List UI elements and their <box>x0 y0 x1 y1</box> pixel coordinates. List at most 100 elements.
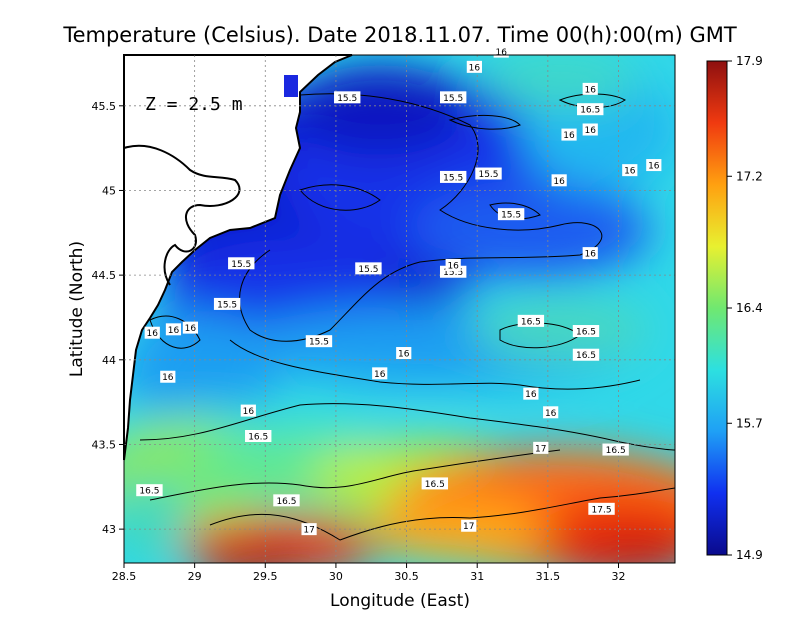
contour-label-text: 16.5 <box>580 106 600 116</box>
contour-label-text: 16 <box>553 177 565 187</box>
contour-label-bg <box>577 103 604 116</box>
contour-label: 15.5 <box>213 297 241 310</box>
contour-label-bg <box>245 430 272 442</box>
x-tick-label: 28.5 <box>112 570 137 583</box>
contour-label-text: 16.5 <box>139 487 159 497</box>
contour-label: 16 <box>165 323 182 336</box>
contour-label: 16.5 <box>421 477 449 490</box>
colorbar-tick-label: 14.9 <box>736 548 763 562</box>
contour-label-text: 16.5 <box>521 317 541 327</box>
contour-label-text: 16 <box>147 329 159 339</box>
contour-label-bg <box>301 523 317 536</box>
contour-label-text: 16 <box>398 350 410 360</box>
contour-label: 15.5 <box>305 335 333 348</box>
contour-label-bg <box>240 404 256 417</box>
contour-label-text: 17.5 <box>592 505 612 515</box>
contour-label-bg <box>334 91 361 104</box>
contour-label: 15.5 <box>334 91 361 104</box>
contour-labels: 15.5 15.5 15.5 15.5 15.5 15.5 15.5 15.5 15.5 15.5… <box>136 45 662 536</box>
contour-label-text: 15.5 <box>443 268 463 278</box>
contour-label-text: 16 <box>585 126 597 136</box>
contour-label: 16 <box>646 159 662 172</box>
x-tick-label: 30.5 <box>394 570 419 583</box>
contour-label: 16 <box>160 370 176 383</box>
contour-label-text: 16 <box>585 250 597 260</box>
contour-label: 16.5 <box>577 103 604 116</box>
colorbar-tick-label: 17.9 <box>736 54 763 68</box>
contour-label-text: 16.5 <box>576 328 596 338</box>
contour-label: 17 <box>461 519 477 532</box>
depth-label: Z = 2.5 m <box>145 94 243 115</box>
contour-label-text: 16.5 <box>248 433 268 443</box>
contour-label-text: 16 <box>168 326 180 336</box>
y-tick-label: 43.5 <box>92 438 117 451</box>
contour-label-bg <box>523 387 539 400</box>
contour-label-text: 15.5 <box>217 300 237 310</box>
contour-label-bg <box>572 348 600 361</box>
contour-label-bg <box>475 167 502 180</box>
contour-label-bg <box>273 494 300 507</box>
contour-label: 16.5 <box>572 348 600 361</box>
contour-label-bg <box>421 477 449 490</box>
contour-label-text: 16.5 <box>606 446 626 456</box>
contour-label-bg <box>144 326 160 339</box>
contour-label: 16 <box>543 406 559 419</box>
x-tick-label: 29 <box>188 570 202 583</box>
x-axis: 28.5 29 29.5 30 30.5 31 31.5 32 <box>112 563 625 583</box>
colorbar-ticks: 14.9 15.7 16.4 17.2 17.9 <box>727 54 763 562</box>
contour-label-text: 16 <box>447 261 459 271</box>
contour-label-text: 15.5 <box>501 211 521 221</box>
contour-label-text: 15.5 <box>337 94 357 104</box>
y-axis-label: Latitude (North) <box>67 241 87 377</box>
contour-label: 15.5 <box>355 262 382 275</box>
contour-label-bg <box>517 314 545 327</box>
y-tick-label: 44 <box>102 354 116 367</box>
contour-label-text: 16 <box>525 390 537 400</box>
contour-label-text: 16 <box>624 167 636 177</box>
contour-label: 16 <box>582 247 598 260</box>
contour-label-bg <box>228 257 255 270</box>
contour-label: 16 <box>466 60 482 73</box>
colorbar-tick-label: 16.4 <box>736 301 763 315</box>
x-tick-label: 31 <box>470 570 484 583</box>
contour-label-text: 16.5 <box>576 351 596 361</box>
inlet-marker <box>284 75 298 97</box>
colorbar-tick-label: 15.7 <box>736 416 763 430</box>
contour-label-text: 17 <box>463 522 474 532</box>
contour-label-bg <box>445 258 461 271</box>
contour-label: 16 <box>182 321 199 334</box>
contour-label-bg <box>543 406 559 419</box>
contour-label-bg <box>622 164 638 177</box>
contour-label-text: 16 <box>374 370 386 380</box>
contour-label-text: 15.5 <box>231 260 251 270</box>
contour-label: 16.5 <box>136 484 163 497</box>
contour-label-text: 17 <box>303 526 314 536</box>
x-axis-label: Longitude (East) <box>330 591 470 611</box>
contour-label: 17 <box>301 523 317 536</box>
x-tick-label: 30 <box>329 570 343 583</box>
contour-label-bg <box>497 208 525 221</box>
land <box>123 54 353 461</box>
contour-label-bg <box>165 323 182 336</box>
contour-label-bg <box>372 367 388 380</box>
contour-label: 17.5 <box>588 502 615 515</box>
contour-label-bg <box>582 123 598 136</box>
y-tick-label: 43 <box>102 523 116 536</box>
contour-label-bg <box>533 441 549 454</box>
contour-label-text: 16 <box>185 324 197 334</box>
contour-label-bg <box>572 325 600 338</box>
coastline <box>123 54 353 461</box>
contour-label: 16.5 <box>572 325 600 338</box>
contour-label-bg <box>582 82 598 95</box>
contour-label-text: 15.5 <box>309 338 329 348</box>
contour-label-text: 15.5 <box>478 170 498 180</box>
contour-label: 16.5 <box>273 494 300 507</box>
contour-label-bg <box>551 174 567 187</box>
contour-label: 16 <box>396 347 412 360</box>
contour-label-bg <box>582 247 598 260</box>
contour-label-bg <box>160 370 176 383</box>
contour-label: 16 <box>551 174 567 187</box>
x-tick-label: 32 <box>611 570 625 583</box>
contour-label-text: 16 <box>162 373 174 383</box>
